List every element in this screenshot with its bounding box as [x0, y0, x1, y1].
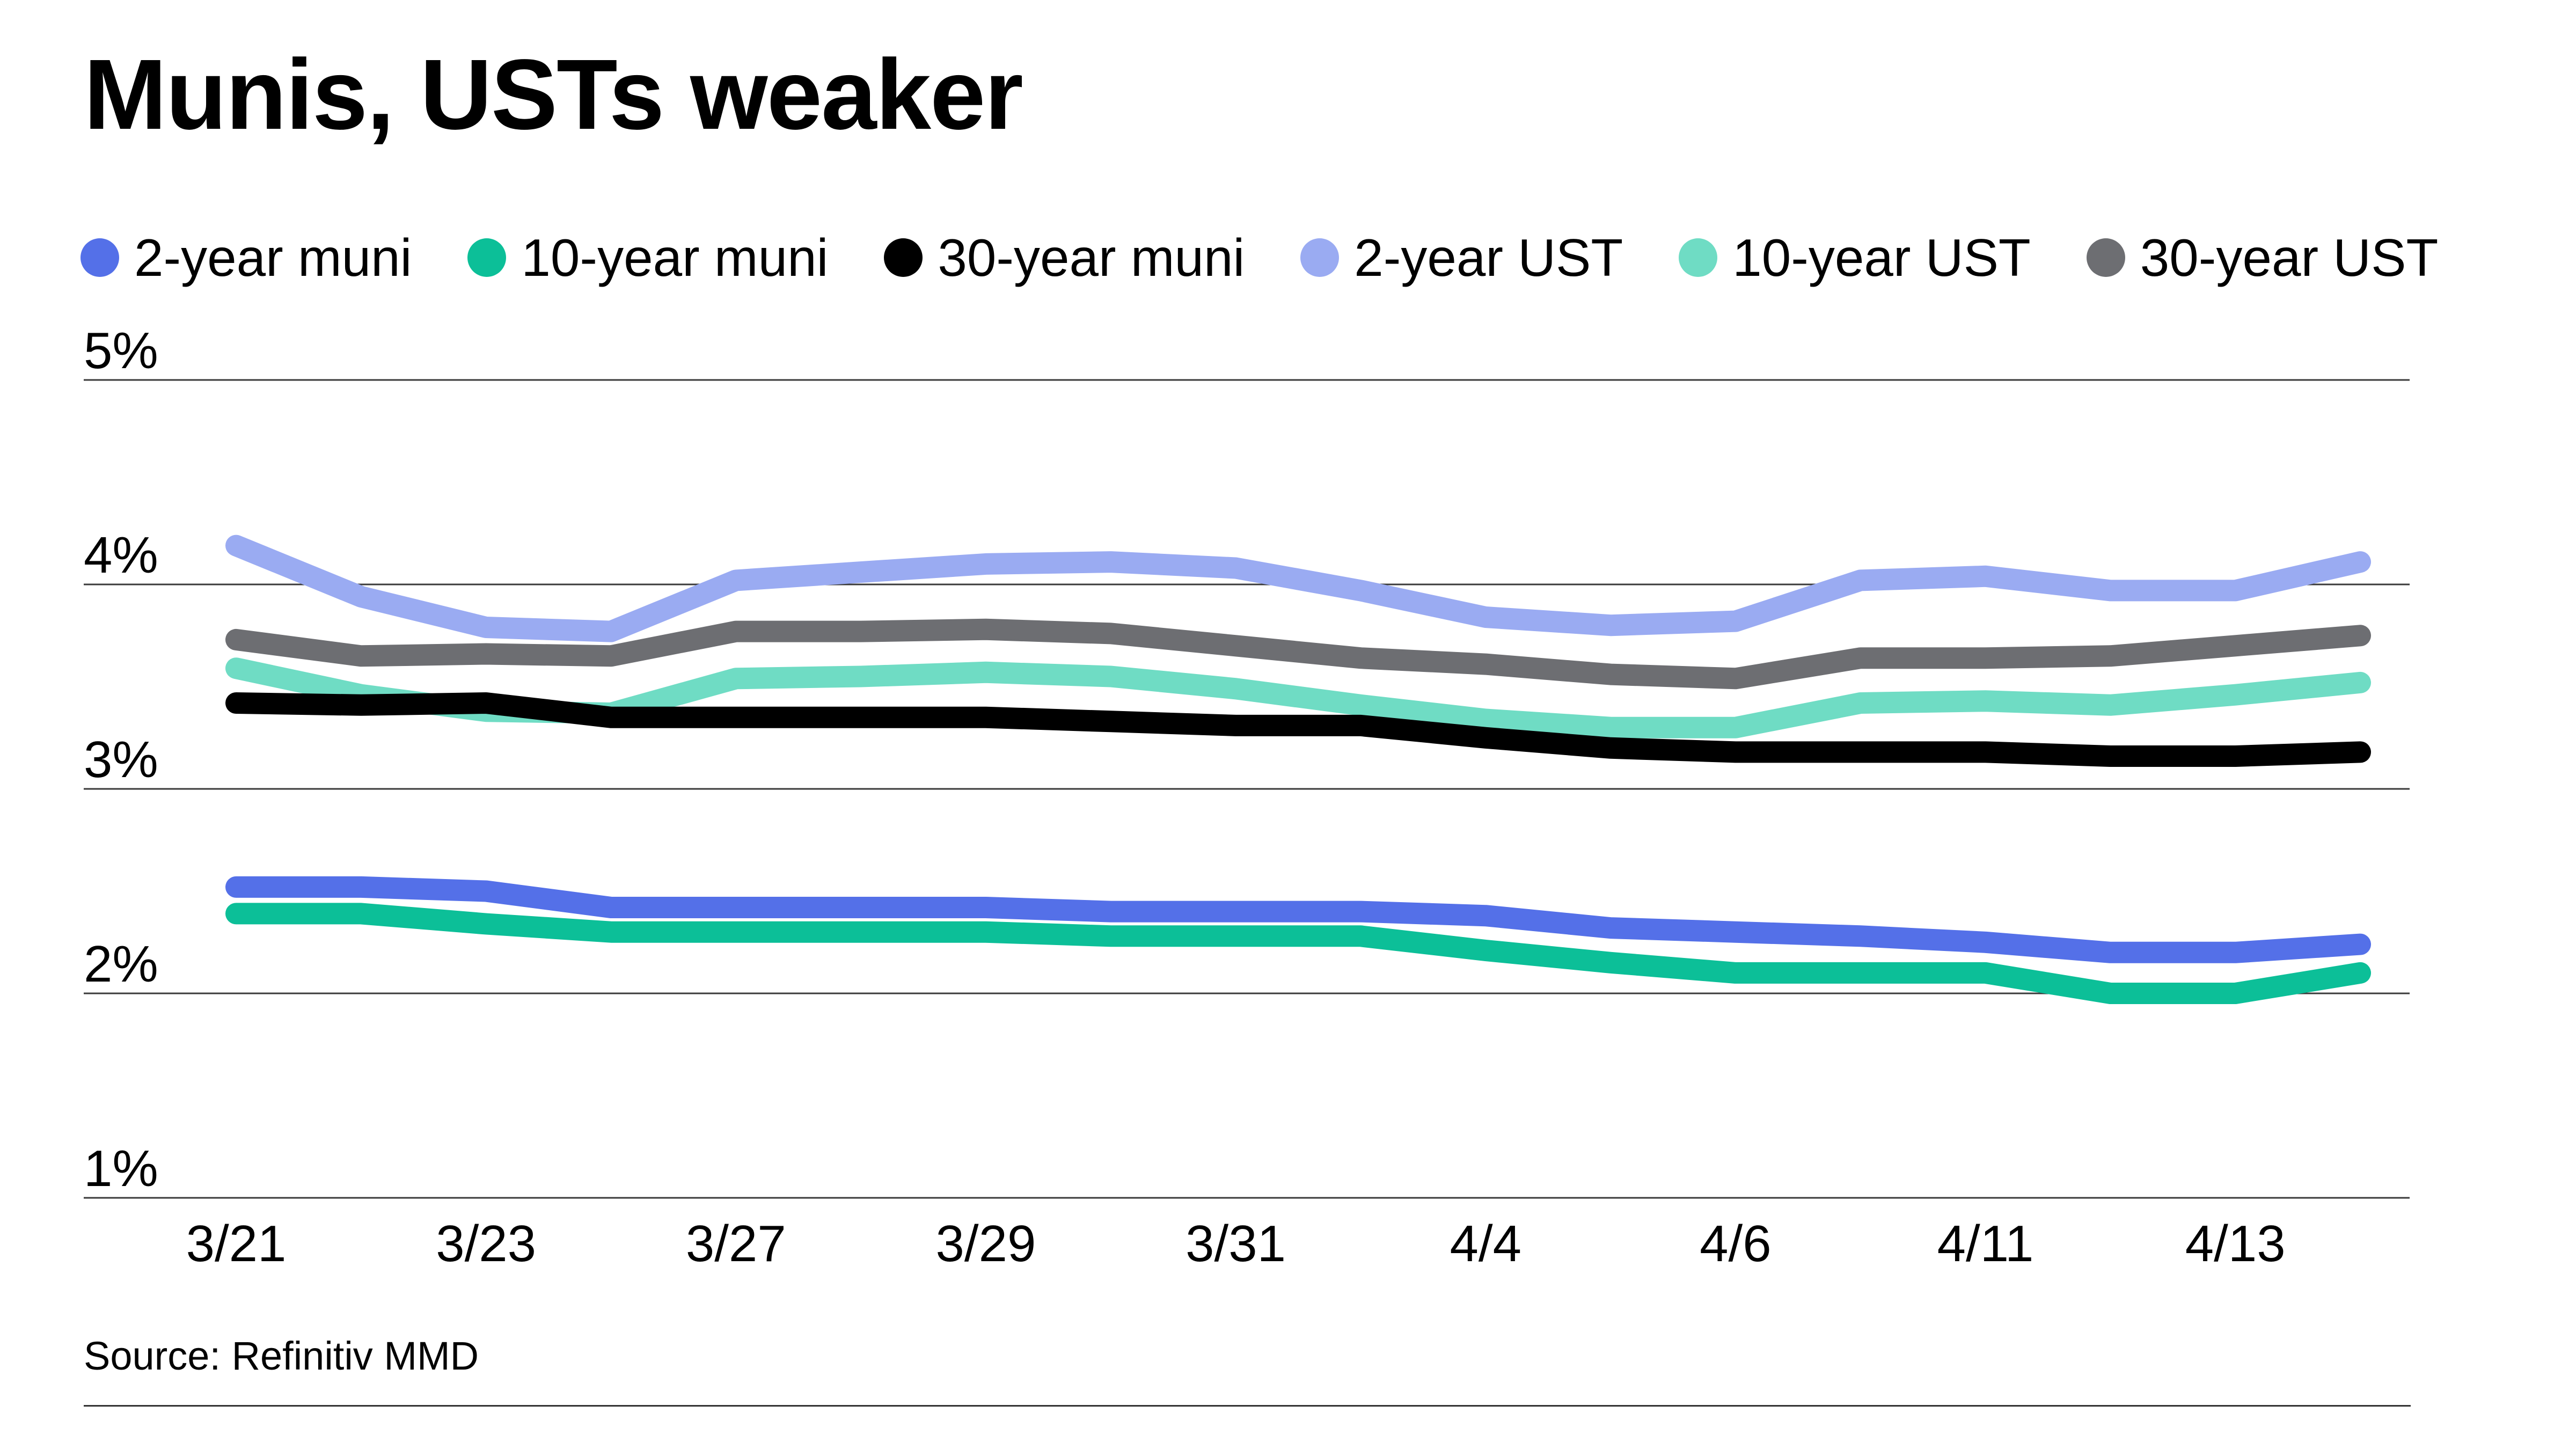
legend-label: 30-year UST: [2140, 228, 2439, 287]
x-tick-label: 4/13: [2185, 1215, 2286, 1272]
legend-item: 10-year UST: [1679, 231, 2031, 284]
chart-title: Munis, USTs weaker: [84, 39, 1023, 150]
x-tick-label: 4/6: [1700, 1215, 1771, 1272]
x-axis-labels: 3/21 3/23 3/27 3/29 3/31 4/4 4/6 4/11 4/13: [186, 1215, 2286, 1272]
x-tick-label: 3/21: [186, 1215, 287, 1272]
legend-item: 2-year muni: [80, 231, 412, 284]
series-line: [225, 535, 2371, 642]
legend-label: 2-year UST: [1354, 228, 1623, 287]
legend-swatch: [467, 238, 507, 277]
y-tick-label: 2%: [84, 935, 158, 993]
bottom-divider: [84, 1405, 2411, 1407]
y-tick-label: 4%: [84, 526, 158, 584]
legend: 2-year muni 10-year muni 30-year muni 2-yea…: [80, 225, 2576, 290]
gridlines: [84, 379, 2410, 1199]
x-tick-label: 3/27: [686, 1215, 786, 1272]
legend-swatch: [2086, 238, 2125, 277]
source-note: Source: Refinitiv MMD: [84, 1334, 479, 1378]
y-tick-label: 3%: [84, 731, 158, 788]
x-tick-label: 3/23: [436, 1215, 536, 1272]
line-chart: 5% 4% 3% 2% 1% 3/21 3/23 3/27 3/29 3/31 4/4 4/6 4/1…: [84, 322, 2410, 1272]
legend-label: 10-year muni: [521, 228, 829, 287]
x-tick-label: 4/4: [1450, 1215, 1521, 1272]
legend-label: 30-year muni: [938, 228, 1245, 287]
x-tick-label: 3/29: [936, 1215, 1036, 1272]
y-tick-label: 1%: [84, 1140, 158, 1197]
legend-swatch: [80, 238, 119, 277]
series-line: [225, 903, 2371, 1004]
series-lines: [225, 535, 2371, 1004]
legend-item: 30-year UST: [2086, 228, 2439, 287]
legend-swatch: [1300, 238, 1340, 277]
legend-swatch: [1679, 238, 1718, 277]
x-tick-label: 3/31: [1185, 1215, 1286, 1272]
y-tick-label: 5%: [84, 322, 158, 379]
legend-label: 2-year muni: [134, 228, 412, 287]
series-line: [225, 618, 2371, 690]
legend-item: 2-year UST: [1300, 231, 1623, 284]
series-line: [225, 692, 2371, 767]
y-axis-labels: 5% 4% 3% 2% 1%: [84, 322, 158, 1197]
legend-item: 10-year muni: [467, 231, 828, 284]
x-tick-label: 4/11: [1937, 1215, 2034, 1272]
series-line: [225, 876, 2371, 963]
legend-label: 10-year UST: [1732, 228, 2031, 287]
legend-item: 30-year muni: [884, 231, 1245, 284]
legend-swatch: [884, 238, 923, 277]
